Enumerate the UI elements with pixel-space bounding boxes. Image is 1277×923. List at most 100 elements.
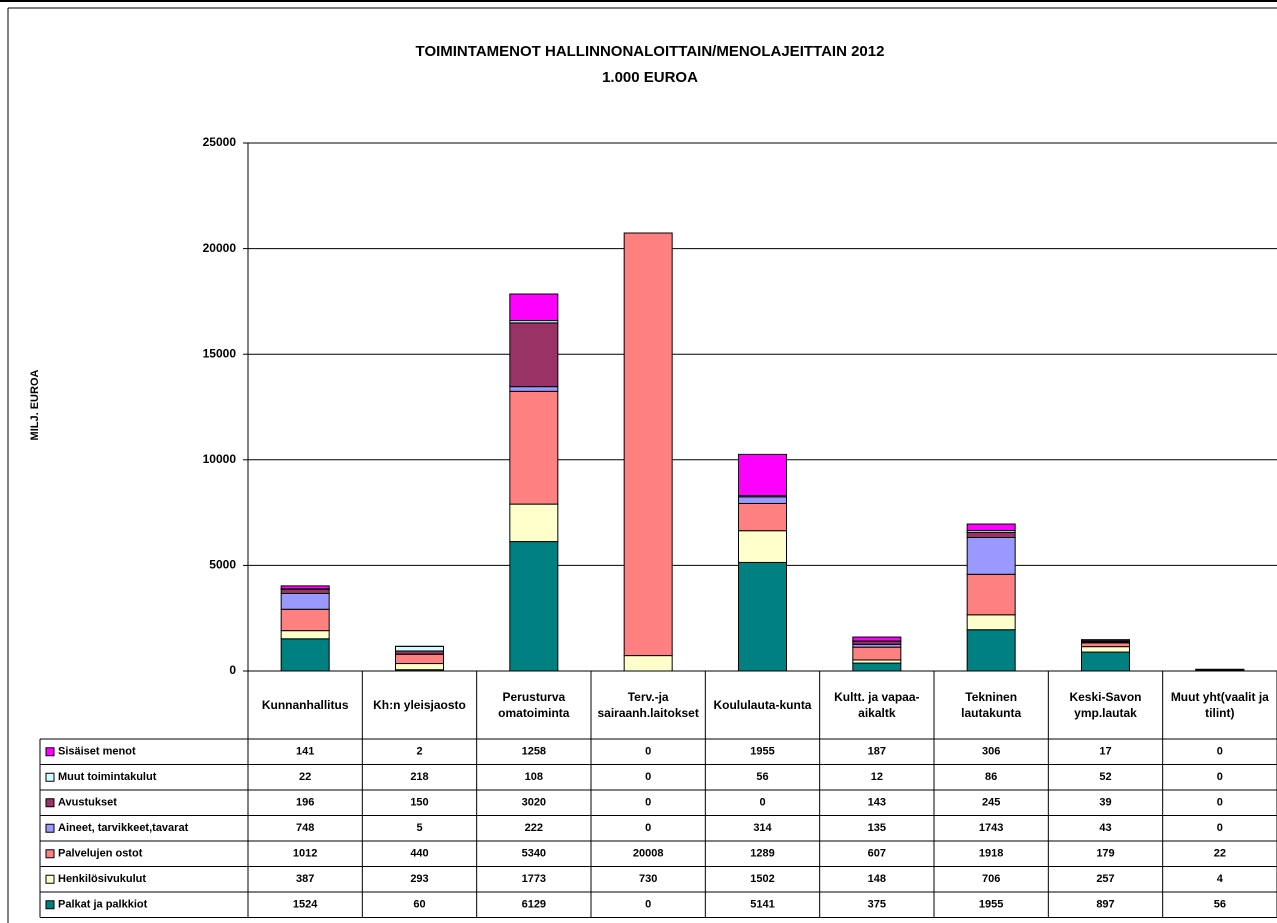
legend-label: Aineet, tarvikkeet,tavarat <box>58 822 189 834</box>
bar-segment <box>966 573 1016 616</box>
legend-swatch <box>45 798 55 808</box>
bar-segment <box>1081 651 1130 672</box>
table-value: 375 <box>868 899 886 911</box>
x-tick-label: Kunnanhallitus <box>261 698 349 712</box>
table-value: 1918 <box>979 848 1003 860</box>
table-value: 187 <box>868 746 886 758</box>
bar-segment <box>1081 642 1130 648</box>
bar-segment <box>280 630 330 640</box>
bar-segment <box>966 531 1016 538</box>
table-value: 730 <box>639 873 657 885</box>
table-value: 141 <box>296 746 314 758</box>
table-value: 314 <box>753 822 772 834</box>
table-value: 0 <box>645 771 651 783</box>
bar-segment <box>852 646 902 661</box>
legend-label: Henkilösivukulut <box>58 873 146 885</box>
table-value: 306 <box>982 746 1000 758</box>
table-value: 748 <box>296 822 314 834</box>
table-value: 150 <box>410 797 428 809</box>
bar-segment <box>852 636 902 642</box>
table-value: 196 <box>296 797 314 809</box>
bar-segment <box>395 653 444 665</box>
table-value: 6129 <box>522 899 546 911</box>
table-value: 218 <box>410 771 428 783</box>
table-value: 86 <box>985 771 997 783</box>
table-value: 0 <box>645 797 651 809</box>
table-value: 1289 <box>750 848 774 860</box>
table-value: 0 <box>645 899 651 911</box>
table-value: 387 <box>296 873 314 885</box>
legend-label: Sisäiset menot <box>58 746 136 758</box>
y-axis-label: MILJ. EUROA <box>29 370 41 441</box>
bar-segment <box>623 655 673 672</box>
table-value: 1955 <box>979 899 1003 911</box>
table-value: 245 <box>982 797 1000 809</box>
table-value: 1524 <box>293 899 318 911</box>
bar-segment <box>1081 646 1130 653</box>
bar-segment <box>509 390 559 505</box>
y-tick-label: 25000 <box>203 135 237 149</box>
table-value: 440 <box>410 848 428 860</box>
table-value: 5 <box>416 822 422 834</box>
legend-label: Muut toimintakulut <box>58 771 157 783</box>
table-value: 222 <box>525 822 543 834</box>
table-value: 39 <box>1099 797 1111 809</box>
y-tick-label: 0 <box>229 663 236 677</box>
y-tick-label: 20000 <box>203 241 237 255</box>
table-value: 0 <box>645 822 651 834</box>
bar-segment <box>509 293 559 322</box>
bar-segment <box>738 502 787 532</box>
bar-segment <box>395 645 444 652</box>
table-value: 60 <box>413 899 425 911</box>
bar-segment <box>395 663 444 671</box>
table-value: 135 <box>868 822 886 834</box>
table-value: 43 <box>1099 822 1111 834</box>
table-value: 1743 <box>979 822 1003 834</box>
table-value: 20008 <box>633 848 664 860</box>
table-value: 17 <box>1099 746 1111 758</box>
table-value: 257 <box>1096 873 1114 885</box>
table-value: 706 <box>982 873 1000 885</box>
bar-segment <box>509 503 559 543</box>
table-value: 0 <box>1217 746 1223 758</box>
legend-label: Palkat ja palkkiot <box>58 899 148 911</box>
bar-segment <box>966 629 1016 672</box>
table-value: 4 <box>1217 873 1224 885</box>
bar-segment <box>280 638 330 672</box>
table-value: 22 <box>299 771 311 783</box>
bar-segment <box>509 541 559 672</box>
table-value: 5340 <box>522 848 546 860</box>
bar-segment <box>966 536 1016 575</box>
bar-segment <box>280 588 330 594</box>
table-value: 1258 <box>522 746 546 758</box>
legend-label: Avustukset <box>58 797 117 809</box>
table-value: 5141 <box>750 899 774 911</box>
table-value: 108 <box>525 771 543 783</box>
legend-swatch <box>45 772 55 782</box>
table-value: 52 <box>1099 771 1111 783</box>
table-value: 12 <box>871 771 883 783</box>
table-value: 2 <box>416 746 422 758</box>
x-tick-label: Keski-Savon ymp.lautak <box>1069 690 1142 720</box>
table-value: 293 <box>410 873 428 885</box>
bar-segment <box>738 496 787 504</box>
legend-swatch <box>45 874 55 884</box>
table-value: 0 <box>645 746 651 758</box>
table-value: 0 <box>1217 797 1223 809</box>
x-tick-label: Terv.-ja sairaanh.laitokset <box>597 690 699 720</box>
y-tick-label: 15000 <box>203 346 237 360</box>
bar-segment <box>738 561 787 672</box>
table-value: 0 <box>759 797 765 809</box>
table-value: 56 <box>1214 899 1226 911</box>
chart-title: TOIMINTAMENOT HALLINNONALOITTAIN/MENOLAJ… <box>416 43 885 60</box>
legend-label: Palvelujen ostot <box>58 848 143 860</box>
table-value: 3020 <box>522 797 546 809</box>
x-tick-label: Tekninen lautakunta <box>961 690 1022 720</box>
table-value: 1955 <box>750 746 774 758</box>
legend-swatch <box>45 823 55 833</box>
x-tick-label: Koululauta-kunta <box>713 698 812 712</box>
x-tick-label: Kultt. ja vapaa-aikaltk <box>834 690 920 720</box>
legend-swatch <box>45 900 55 910</box>
table-value: 0 <box>1217 822 1223 834</box>
